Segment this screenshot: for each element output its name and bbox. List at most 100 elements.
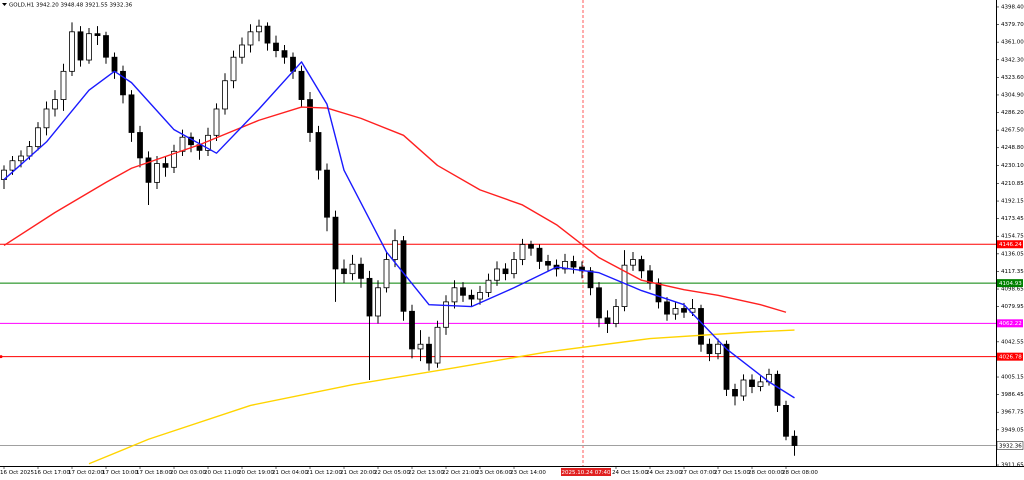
x-tick-label: 21 Oct 12:00 <box>306 470 342 476</box>
y-tick-label: 4304.90 <box>1001 92 1024 98</box>
candle-body <box>222 80 228 110</box>
candle-body <box>111 56 118 72</box>
candle-body <box>502 268 509 275</box>
candle-body <box>757 381 764 387</box>
x-tick-label: 24 Oct 15:00 <box>612 470 648 476</box>
candle-body <box>451 287 458 303</box>
y-tick-label: 4192.15 <box>1001 199 1024 205</box>
y-tick-label: 3949.05 <box>1001 427 1024 433</box>
y-tick-label: 4005.15 <box>1001 375 1024 381</box>
candle-body <box>783 404 789 437</box>
candle-body <box>86 33 92 61</box>
candle-body <box>630 259 636 266</box>
candle-body <box>103 35 109 58</box>
candle-body <box>647 270 653 284</box>
candle-body <box>247 31 254 46</box>
candle-body <box>60 70 67 100</box>
candle-body <box>69 31 75 72</box>
y-tick-label: 4136.05 <box>1001 251 1024 257</box>
candle-body <box>562 261 568 270</box>
candle-body <box>18 155 24 162</box>
x-tick-label: 22 Oct 05:00 <box>374 470 410 476</box>
x-tick-label: 16 Oct 17:00 <box>34 470 70 476</box>
candle-body <box>281 50 288 58</box>
x-tick-label: 17 Oct 18:00 <box>136 470 172 476</box>
candle-body <box>375 287 381 317</box>
candle-body <box>392 240 398 260</box>
x-tick-label: 20 Oct 19:00 <box>238 470 274 476</box>
candle-body <box>460 287 466 296</box>
candle-body <box>230 56 237 82</box>
candle-body <box>774 373 781 406</box>
moving-average-line <box>3 106 787 313</box>
candle-body <box>417 343 424 350</box>
y-tick-label: 4042.55 <box>1001 339 1024 345</box>
candle-body <box>672 308 679 315</box>
candle-body <box>596 287 602 319</box>
candle-body <box>77 31 84 61</box>
candle-body <box>485 279 492 293</box>
y-tick-label: 4210.85 <box>1001 181 1024 187</box>
candle-body <box>239 44 245 58</box>
y-tick-label: 4286.20 <box>1001 110 1024 116</box>
x-tick-label: 23 Oct 14:00 <box>510 470 546 476</box>
y-tick-label: 4379.70 <box>1001 22 1024 28</box>
candle-body <box>723 343 730 390</box>
x-tick-label: 23 Oct 06:00 <box>476 470 512 476</box>
candle-body <box>307 99 313 133</box>
candle-body <box>511 259 517 275</box>
y-tick-label: 4398.40 <box>1001 4 1024 10</box>
candle-body <box>519 244 526 260</box>
level-anchor <box>0 355 3 359</box>
candle-body <box>171 150 177 168</box>
candle-body <box>477 292 483 300</box>
candle-body <box>706 343 713 355</box>
quote-close: 3932.36 <box>110 2 133 8</box>
y-tick-label: 4361.00 <box>1001 40 1024 46</box>
x-tick-label: 28 Oct 00:00 <box>748 470 784 476</box>
candle-body <box>43 108 50 129</box>
candle-body <box>179 136 186 152</box>
x-tick-label: 21 Oct 20:00 <box>340 470 376 476</box>
candle-body <box>26 146 33 157</box>
y-tick-label: 4117.35 <box>1001 269 1024 275</box>
candle-body <box>366 277 373 317</box>
y-tick-label: 3911.65 <box>1001 463 1024 469</box>
level-label-box <box>996 441 1024 450</box>
candle-body <box>587 270 594 289</box>
candle-body <box>664 301 670 315</box>
x-tick-label: 27 Oct 07:00 <box>680 470 716 476</box>
moving-average-line <box>3 61 795 399</box>
candle-body <box>570 261 577 268</box>
candle-body <box>145 157 152 183</box>
candle-body <box>528 244 534 249</box>
candle-body <box>94 33 101 36</box>
x-tick-label: 22 Oct 13:00 <box>408 470 444 476</box>
symbol-arrow-icon <box>2 3 7 6</box>
candle-body <box>9 160 16 171</box>
candle-body <box>409 310 415 350</box>
level-label: 4026.78 <box>999 354 1022 360</box>
candle-body <box>35 127 41 148</box>
quote-high: 3948.48 <box>61 2 84 8</box>
quote-low: 3921.55 <box>85 2 108 8</box>
y-tick-label: 4098.65 <box>1001 287 1024 293</box>
candle-body <box>681 308 687 313</box>
y-tick-label: 4173.45 <box>1001 216 1024 222</box>
x-tick-label: 22 Oct 21:00 <box>442 470 478 476</box>
x-tick-label: 17 Oct 10:00 <box>102 470 138 476</box>
level-label: 3932.36 <box>999 443 1022 449</box>
candle-body <box>332 216 339 270</box>
level-label: 4146.24 <box>999 242 1022 248</box>
y-tick-label: 3967.75 <box>1001 410 1024 416</box>
candle-body <box>791 435 798 446</box>
candle-body <box>434 326 441 364</box>
crosshair-label: 2025.10.24 07:40 <box>561 470 611 476</box>
candle-body <box>613 306 619 324</box>
x-tick-label: 20 Oct 03:00 <box>170 470 206 476</box>
moving-average-line <box>88 329 795 465</box>
candle-body <box>715 343 721 355</box>
x-tick-label: 21 Oct 04:00 <box>272 470 308 476</box>
candle-body <box>349 263 356 275</box>
